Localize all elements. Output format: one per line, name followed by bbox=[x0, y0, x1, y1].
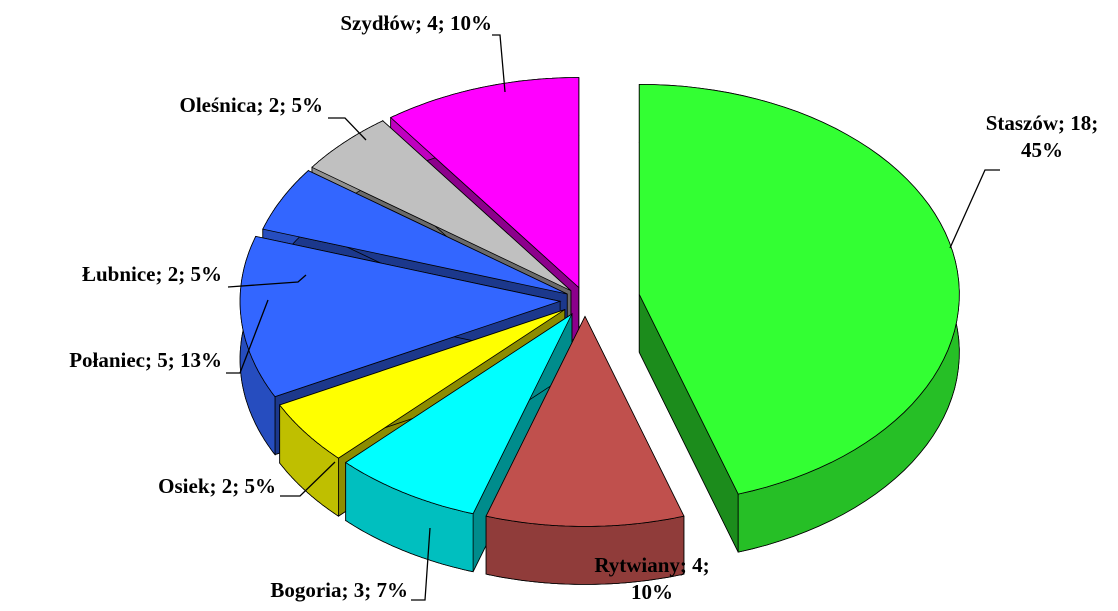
slice bbox=[344, 312, 573, 515]
leader-line bbox=[949, 169, 1000, 249]
slice bbox=[389, 77, 580, 289]
data-label-line: 10% bbox=[631, 580, 673, 604]
slice bbox=[485, 315, 685, 585]
slice bbox=[311, 120, 572, 292]
leader-line bbox=[226, 299, 269, 374]
leader-line bbox=[227, 274, 307, 288]
slice bbox=[344, 312, 573, 573]
leader-line bbox=[328, 117, 367, 141]
slice bbox=[239, 235, 562, 398]
data-label: Bogoria; 3; 7% bbox=[270, 578, 408, 602]
slice bbox=[638, 83, 960, 553]
leader-line bbox=[492, 34, 506, 93]
data-label: Rytwiany; 4; 10% bbox=[594, 553, 709, 604]
data-label-line: Połaniec; 5; 13% bbox=[69, 348, 222, 372]
leader-line bbox=[411, 527, 431, 601]
data-label-line: Łubnice; 2; 5% bbox=[82, 262, 222, 286]
data-label: Staszów; 18; 45% bbox=[986, 111, 1099, 162]
data-label-line: Bogoria; 3; 7% bbox=[270, 578, 408, 602]
data-label-line: Osiek; 2; 5% bbox=[158, 474, 276, 498]
data-label: Łubnice; 2; 5% bbox=[82, 262, 222, 286]
data-label: Oleśnica; 2; 5% bbox=[180, 93, 323, 117]
data-label-line: Oleśnica; 2; 5% bbox=[180, 93, 323, 117]
data-label-line: 45% bbox=[1021, 138, 1063, 162]
slice bbox=[638, 83, 960, 495]
slice bbox=[262, 170, 568, 295]
data-label: Połaniec; 5; 13% bbox=[69, 348, 222, 372]
data-label-line: Rytwiany; 4; bbox=[594, 553, 709, 577]
data-label-line: Szydłów; 4; 10% bbox=[340, 11, 492, 35]
slice bbox=[485, 315, 685, 527]
data-label: Szydłów; 4; 10% bbox=[340, 11, 492, 35]
leader-line bbox=[280, 461, 336, 497]
data-label-line: Staszów; 18; bbox=[986, 111, 1099, 135]
slice bbox=[279, 309, 566, 459]
data-label: Osiek; 2; 5% bbox=[158, 474, 276, 498]
